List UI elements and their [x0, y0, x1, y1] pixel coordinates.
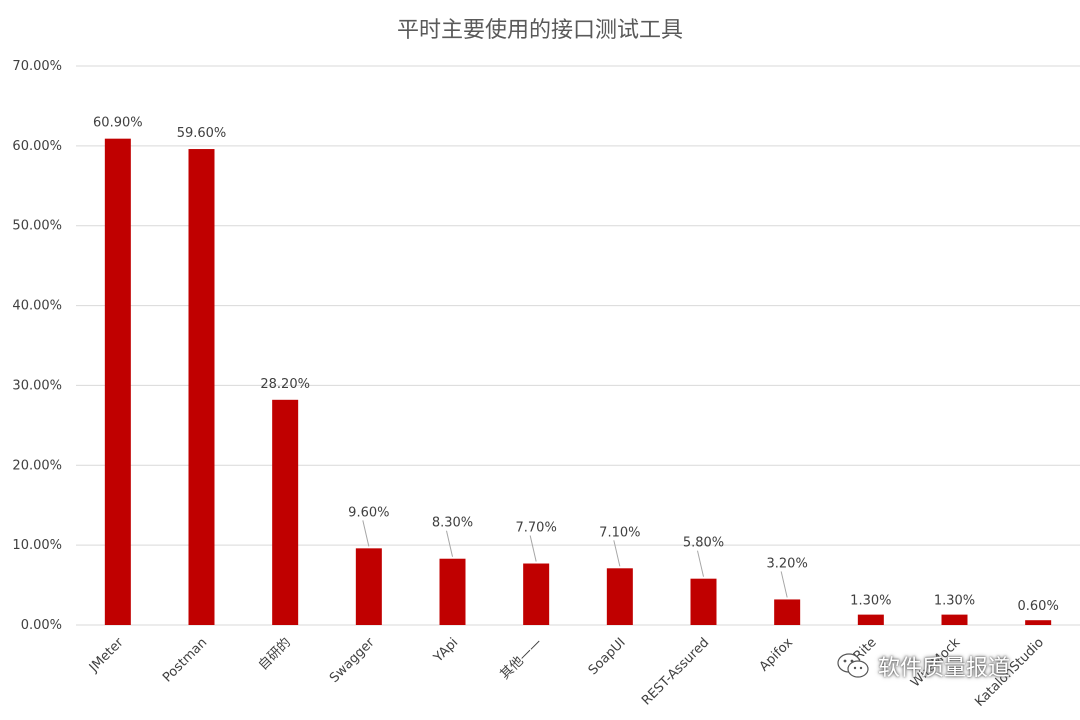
data-label: 60.90%: [93, 116, 143, 131]
bar: [941, 614, 968, 625]
data-label: 1.30%: [850, 594, 891, 609]
y-tick-label: 30.00%: [12, 378, 62, 393]
y-tick-label: 70.00%: [12, 59, 62, 74]
leader-line: [780, 571, 788, 598]
bar: [104, 138, 131, 626]
leader-line: [529, 535, 537, 562]
wechat-icon: [837, 653, 869, 678]
x-tick-label: YApi: [430, 635, 461, 666]
leader-line: [446, 530, 453, 557]
bar: [1025, 620, 1052, 625]
leader-line: [613, 540, 621, 567]
data-label: 1.30%: [934, 594, 975, 609]
bar: [272, 399, 299, 625]
bar: [774, 599, 801, 625]
bar: [857, 614, 884, 625]
data-label: 8.30%: [432, 516, 473, 531]
bar: [188, 149, 215, 625]
y-tick-label: 50.00%: [12, 219, 62, 234]
x-tick-label: SoapUI: [586, 635, 629, 678]
chart-title: 平时主要使用的接口测试工具: [396, 18, 683, 43]
x-tick-label: 自研的: [255, 635, 294, 674]
bar: [439, 558, 466, 625]
y-tick-label: 40.00%: [12, 299, 62, 314]
watermark-text: 软件质量报道: [878, 656, 1011, 681]
data-label: 7.70%: [516, 521, 557, 536]
y-tick-label: 10.00%: [12, 538, 62, 553]
y-tick-label: 20.00%: [12, 458, 62, 473]
bar: [355, 548, 382, 625]
data-label: 9.60%: [348, 505, 389, 520]
data-label: 7.10%: [599, 525, 640, 540]
x-tick-label: JMeter: [86, 635, 127, 676]
x-tick-label: Swagger: [327, 635, 378, 686]
bar: [690, 578, 717, 625]
bar: [606, 568, 633, 625]
leader-line: [362, 520, 370, 547]
leader-line: [697, 550, 704, 577]
gridlines: [76, 65, 1080, 626]
y-tick-label: 60.00%: [12, 139, 62, 154]
x-tick-label: 其他——: [498, 635, 545, 682]
y-tick-label: 0.00%: [21, 618, 62, 633]
bars: [104, 138, 1052, 626]
data-label: 0.60%: [1018, 599, 1059, 614]
x-tick-label: Apifox: [757, 635, 797, 675]
watermark: 软件质量报道: [836, 650, 1010, 682]
data-label: 3.20%: [767, 556, 808, 571]
x-tick-label: Postman: [160, 635, 210, 685]
data-label: 59.60%: [177, 126, 227, 141]
x-tick-label: REST-Assured: [639, 635, 712, 708]
data-label: 5.80%: [683, 536, 724, 551]
y-axis-ticks: 0.00% 10.00% 20.00% 30.00% 40.00% 50.00% 60.00…: [12, 59, 62, 633]
bar: [523, 563, 550, 625]
data-label: 28.20%: [260, 377, 310, 392]
data-labels: 60.90% 59.60% 28.20% 9.60% 8.30% 7.70% 7.10% 5.…: [93, 116, 1059, 615]
